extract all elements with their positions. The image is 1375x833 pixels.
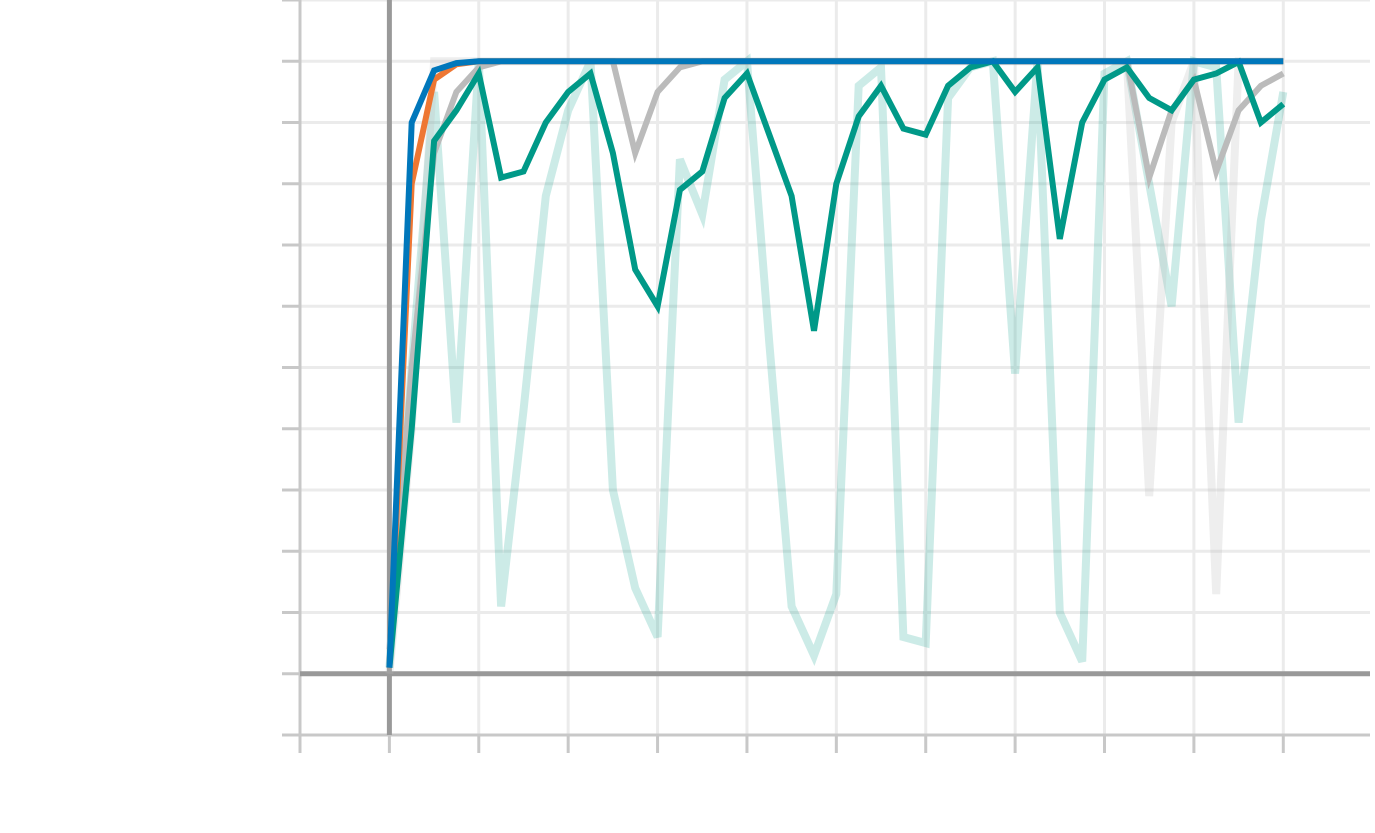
series-line	[386, 58, 1284, 668]
series-line	[386, 57, 1286, 668]
